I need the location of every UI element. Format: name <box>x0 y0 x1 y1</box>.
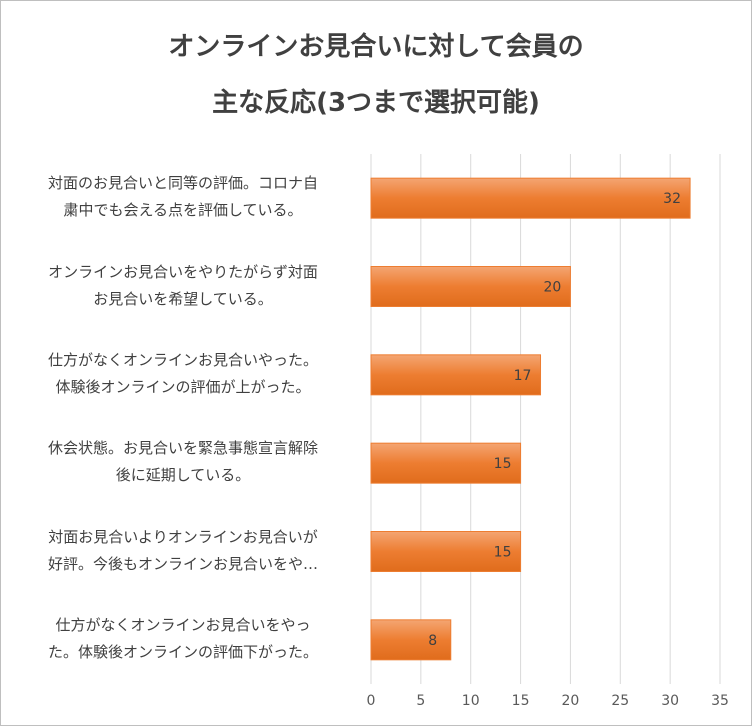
data-label: 32 <box>663 191 681 207</box>
y-tick-label: 対面お見合いよりオンラインお見合いが 好評。今後もオンラインお見合いをや… <box>47 527 318 573</box>
data-label: 20 <box>544 280 562 296</box>
y-tick-label: オンラインお見合いをやりたがらず対面 お見合いを希望している。 <box>48 262 318 308</box>
y-tick-label: 対面のお見合いと同等の評価。コロナ自 粛中でも会える点を評価している。 <box>47 174 318 220</box>
bar <box>370 531 522 572</box>
data-label: 8 <box>428 633 437 649</box>
data-label: 15 <box>494 545 512 561</box>
bar <box>370 266 571 307</box>
y-tick-label: 仕方がなくオンラインお見合いをやっ た。体験後オンラインの評価下がった。 <box>47 615 318 661</box>
y-tick-label: 休会状態。お見合いを緊急事態宣言解除 後に延期している。 <box>47 439 318 485</box>
x-tick-label: 25 <box>611 693 629 709</box>
data-label: 17 <box>514 368 532 384</box>
bar <box>370 442 522 484</box>
x-tick-label: 30 <box>661 693 679 709</box>
x-tick-label: 35 <box>711 693 729 709</box>
x-tick-label: 0 <box>367 693 376 709</box>
data-label: 15 <box>494 456 512 472</box>
chart-title: オンラインお見合いに対して会員の 主な反応(3つまで選択可能) <box>168 32 584 118</box>
bar <box>370 354 542 396</box>
x-tick-label: 15 <box>512 693 530 709</box>
y-tick-label: 仕方がなくオンラインお見合いやった。 体験後オンラインの評価が上がった。 <box>47 350 318 396</box>
x-tick-label: 10 <box>462 693 480 709</box>
bar <box>370 177 691 219</box>
bar <box>370 619 452 661</box>
x-tick-label: 20 <box>562 693 580 709</box>
x-tick-label: 5 <box>416 693 425 709</box>
